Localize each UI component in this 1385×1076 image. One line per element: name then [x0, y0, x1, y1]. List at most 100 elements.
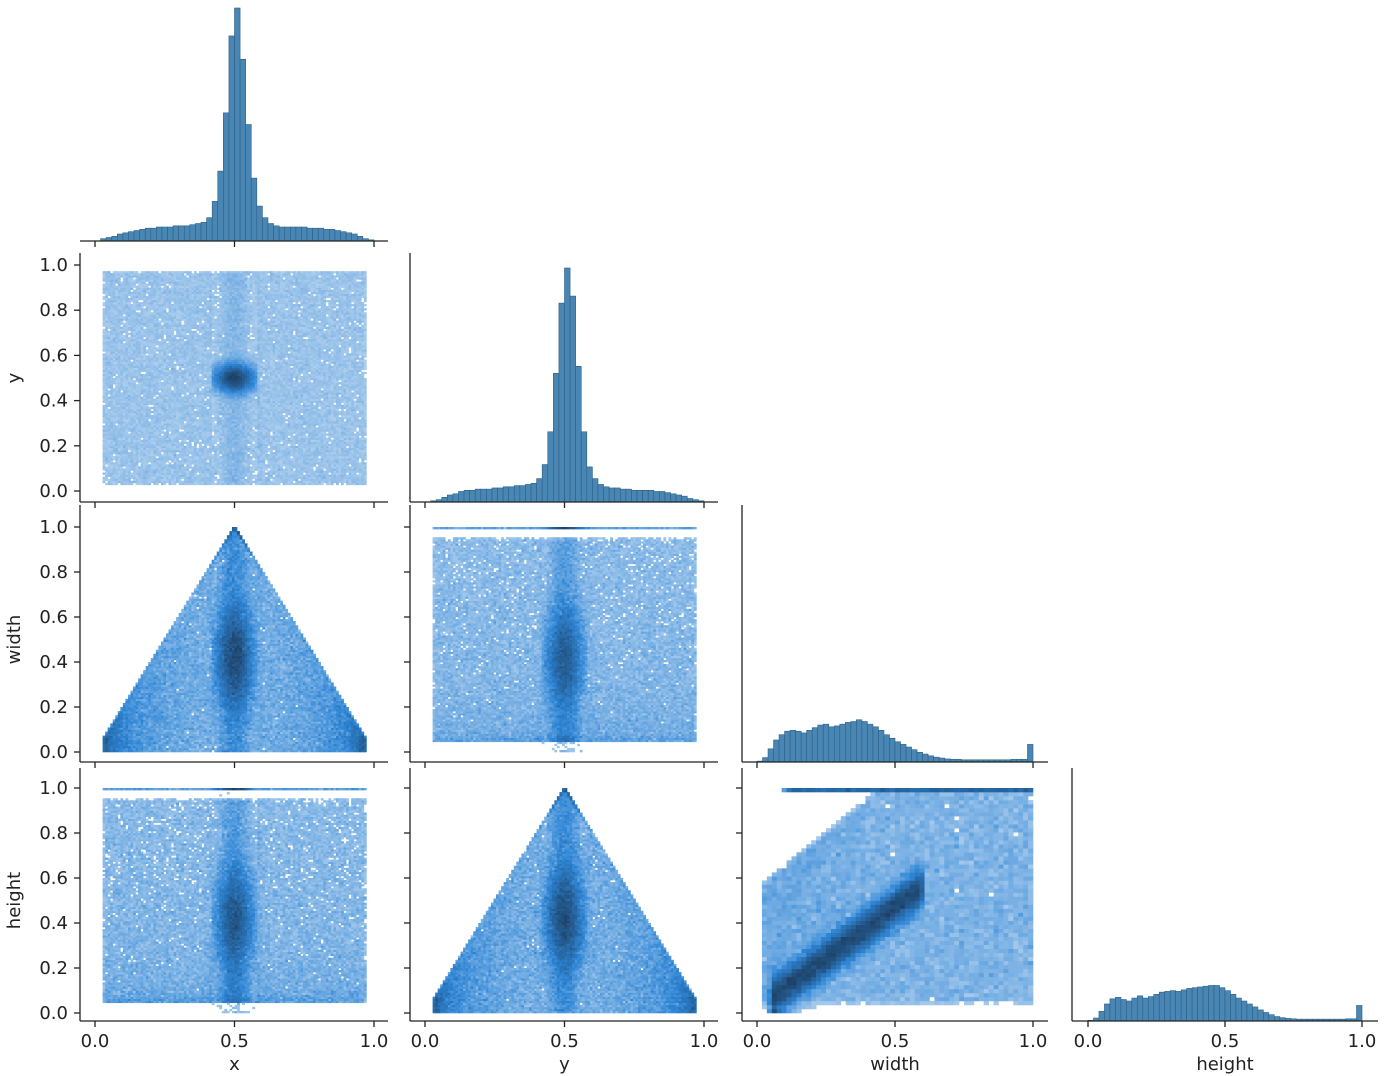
density-cell — [280, 452, 283, 454]
density-cell — [125, 475, 128, 477]
density-cell — [323, 460, 326, 462]
density-cell — [202, 452, 205, 454]
density-cell — [344, 466, 347, 468]
density-cell — [163, 440, 166, 442]
density-cell — [275, 473, 278, 475]
density-cell — [174, 483, 177, 485]
density-cell — [293, 456, 296, 458]
density-cell — [158, 436, 161, 438]
density-cell — [181, 442, 184, 444]
density-cell — [108, 456, 111, 458]
density-cell — [267, 454, 270, 456]
density-cell — [290, 470, 293, 472]
density-cell — [105, 446, 108, 448]
density-cell — [278, 464, 281, 466]
density-cell — [313, 477, 316, 479]
density-cell — [255, 450, 258, 452]
density-cell — [229, 429, 232, 431]
density-cell — [108, 431, 111, 433]
density-cell — [128, 462, 131, 464]
density-cell — [141, 452, 144, 454]
density-cell — [298, 452, 301, 454]
density-cell — [285, 438, 288, 440]
density-cell — [311, 460, 314, 462]
density-cell — [318, 450, 321, 452]
density-cell — [184, 456, 187, 458]
histogram-bar — [1104, 1004, 1109, 1021]
density-cell — [356, 460, 359, 462]
density-cell — [209, 438, 212, 440]
density-cell — [146, 438, 149, 440]
density-cell — [257, 479, 260, 481]
density-cell — [189, 431, 192, 433]
density-cell — [189, 446, 192, 448]
density-cell — [153, 462, 156, 464]
density-cell — [262, 450, 265, 452]
histogram-bar — [671, 494, 677, 502]
density-cell — [191, 456, 194, 458]
density-cell — [293, 444, 296, 446]
density-cell — [136, 444, 139, 446]
density-cell — [285, 477, 288, 479]
density-cell — [290, 450, 293, 452]
density-cell — [346, 448, 349, 450]
density-cell — [202, 470, 205, 472]
density-cell — [222, 477, 225, 479]
density-cell — [118, 456, 121, 458]
density-cell — [138, 475, 141, 477]
density-cell — [143, 483, 146, 485]
density-cell — [138, 458, 141, 460]
density-cell — [275, 458, 278, 460]
density-cell — [298, 458, 301, 460]
density-cell — [194, 440, 197, 442]
density-cell — [125, 456, 128, 458]
density-cell — [250, 466, 253, 468]
density-cell — [278, 479, 281, 481]
density-cell — [199, 466, 202, 468]
density-cell — [204, 446, 207, 448]
density-cell — [151, 429, 154, 431]
density-cell — [224, 479, 227, 481]
density-cell — [214, 446, 217, 448]
density-cell — [293, 464, 296, 466]
density-cell — [105, 473, 108, 475]
density-cell — [133, 462, 136, 464]
density-cell — [171, 448, 174, 450]
density-cell — [232, 452, 235, 454]
density-cell — [207, 462, 210, 464]
density-cell — [341, 429, 344, 431]
density-cell — [171, 473, 174, 475]
density-cell — [207, 442, 210, 444]
density-cell — [191, 479, 194, 481]
density-cell — [262, 483, 265, 485]
density-cell — [260, 444, 263, 446]
density-cell — [143, 460, 146, 462]
density-cell — [313, 438, 316, 440]
density-cell — [290, 462, 293, 464]
density-cell — [257, 481, 260, 483]
density-cell — [179, 452, 182, 454]
density-cell — [194, 479, 197, 481]
density-cell — [125, 477, 128, 479]
density-cell — [280, 481, 283, 483]
density-cell — [105, 440, 108, 442]
density-cell — [209, 462, 212, 464]
density-cell — [237, 464, 240, 466]
histogram-bar — [112, 236, 118, 241]
density-cell — [158, 481, 161, 483]
density-cell — [196, 470, 199, 472]
density-cell — [295, 429, 298, 431]
density-cell — [344, 433, 347, 435]
histogram-bar — [542, 465, 548, 502]
density-cell — [316, 446, 319, 448]
density-cell — [224, 431, 227, 433]
density-cell — [351, 438, 354, 440]
density-cell — [257, 438, 260, 440]
density-cell — [265, 477, 268, 479]
density-cell — [298, 442, 301, 444]
density-cell — [285, 460, 288, 462]
histogram-bar — [906, 747, 912, 762]
density-cell — [171, 442, 174, 444]
density-cell — [285, 440, 288, 442]
density-cell — [194, 448, 197, 450]
